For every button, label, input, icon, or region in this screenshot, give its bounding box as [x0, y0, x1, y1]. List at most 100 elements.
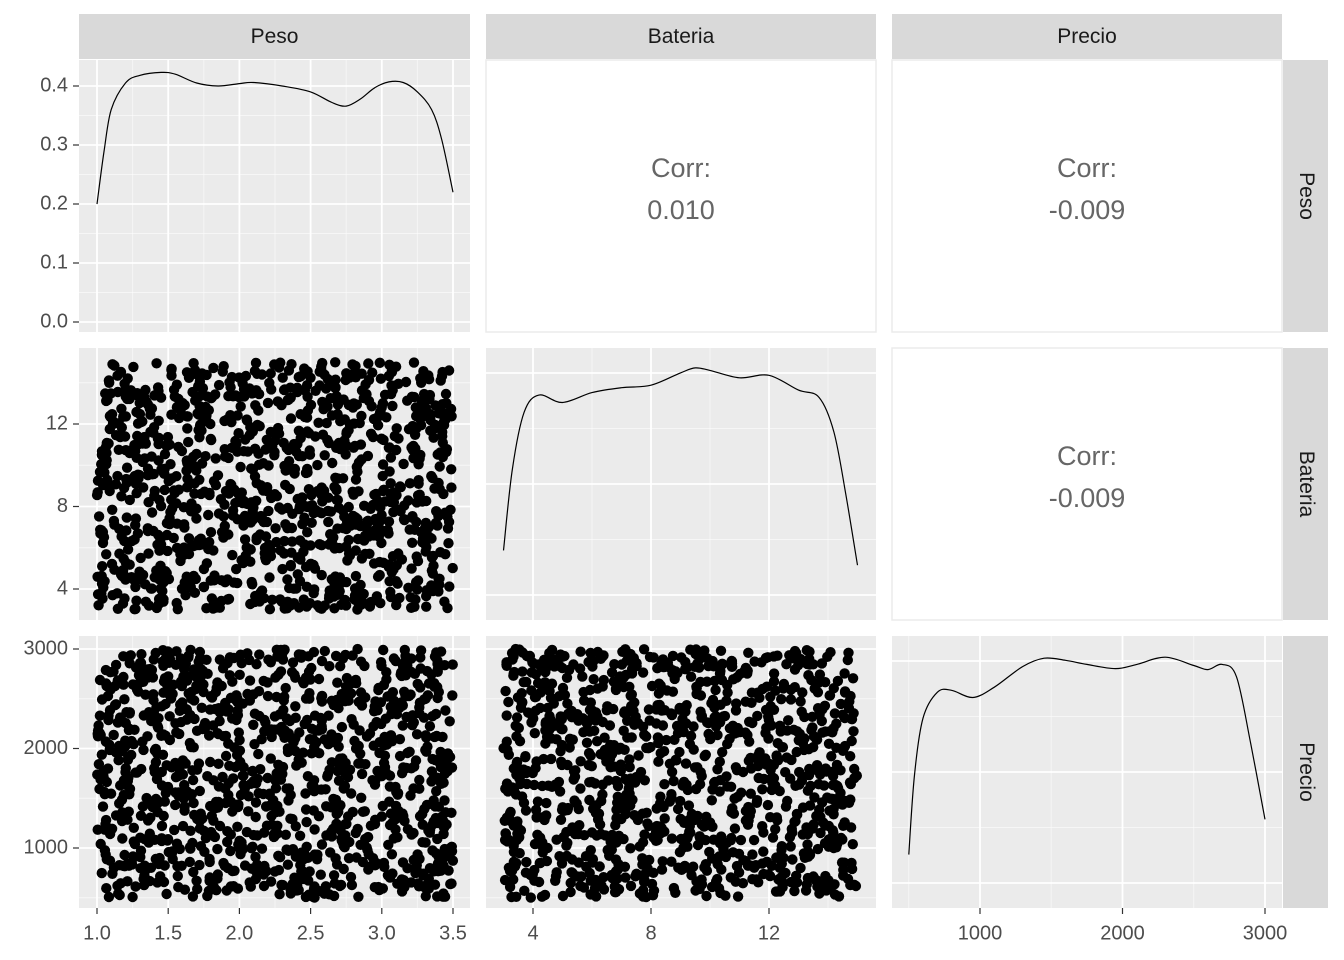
- scatter-point: [146, 507, 158, 518]
- corr-value: -0.009: [1049, 195, 1126, 225]
- scatter-point: [433, 801, 444, 812]
- scatter-point: [540, 738, 551, 749]
- scatter-point: [203, 885, 215, 897]
- scatter-point: [776, 858, 787, 869]
- scatter-point: [284, 393, 295, 404]
- corr-panel-bg: [891, 59, 1283, 333]
- scatter-point: [672, 667, 683, 679]
- scatter-point: [325, 393, 336, 404]
- scatter-point: [149, 763, 160, 774]
- scatter-point: [414, 774, 425, 786]
- scatter-point: [629, 697, 640, 708]
- scatter-point: [431, 506, 442, 517]
- scatter-point: [339, 414, 350, 425]
- scatter-point: [515, 777, 526, 789]
- scatter-point: [265, 753, 276, 764]
- scatter-point: [343, 853, 355, 864]
- scatter-point: [231, 714, 242, 726]
- scatter-point: [387, 551, 399, 562]
- scatter-point: [500, 685, 511, 697]
- corr-label: Corr:: [651, 153, 711, 183]
- scatter-point: [245, 544, 256, 555]
- scatter-point: [203, 730, 215, 741]
- scatter-point: [251, 385, 262, 396]
- scatter-point: [204, 704, 216, 715]
- scatter-point: [179, 399, 190, 411]
- scatter-point: [412, 490, 424, 501]
- scatter-point: [236, 555, 247, 566]
- scatter-point: [213, 781, 225, 792]
- scatter-point: [838, 820, 849, 831]
- scatter-point: [301, 841, 312, 852]
- scatter-point: [797, 829, 808, 840]
- scatter-point: [192, 883, 203, 895]
- scatter-point: [189, 809, 200, 821]
- scatter-point: [399, 514, 410, 526]
- scatter-point: [319, 369, 330, 380]
- scatter-point: [510, 817, 521, 828]
- scatter-point: [181, 465, 192, 476]
- scatter-point: [159, 796, 170, 807]
- scatter-point: [394, 734, 406, 745]
- scatter-point: [763, 733, 774, 744]
- scatter-point: [428, 432, 439, 443]
- scatter-point: [824, 805, 835, 816]
- scatter-point: [121, 512, 132, 523]
- scatter-point: [415, 645, 427, 656]
- scatter-point: [316, 655, 328, 667]
- scatter-point: [213, 508, 225, 519]
- scatter-point: [716, 837, 727, 849]
- scatter-point: [94, 466, 106, 478]
- scatter-point: [544, 647, 555, 659]
- scatter-point: [350, 519, 361, 530]
- scatter-point: [191, 539, 202, 551]
- scatter-point: [498, 743, 509, 754]
- scatter-point: [362, 831, 374, 843]
- scatter-point: [128, 822, 139, 833]
- scatter-point: [385, 388, 397, 400]
- scatter-point: [119, 694, 130, 705]
- scatter-point: [232, 577, 243, 589]
- scatter-point: [638, 644, 650, 655]
- scatter-point: [180, 590, 191, 601]
- scatter-point: [396, 667, 407, 678]
- scatter-point: [322, 769, 334, 780]
- scatter-point: [308, 887, 319, 898]
- scatter-point: [420, 402, 431, 414]
- scatter-point: [832, 780, 843, 792]
- scatter-point: [730, 705, 742, 716]
- scatter-point: [119, 431, 131, 442]
- scatter-point: [268, 829, 279, 840]
- density-line-precio: [908, 656, 1266, 855]
- scatter-point: [247, 765, 258, 777]
- scatter-point: [396, 554, 408, 565]
- scatter-point: [666, 766, 678, 778]
- scatter-point: [836, 857, 848, 868]
- scatter-point: [625, 880, 637, 892]
- scatter-point: [398, 458, 409, 470]
- scatter-point: [421, 601, 432, 612]
- scatter-point: [127, 891, 138, 903]
- scatter-point: [375, 373, 387, 384]
- scatter-point: [166, 494, 177, 505]
- scatter-point: [132, 439, 143, 451]
- scatter-point: [818, 780, 830, 791]
- scatter-point: [148, 427, 159, 438]
- x-tick-label: 1000: [958, 922, 1003, 944]
- scatter-point: [122, 544, 134, 555]
- scatter-point: [356, 768, 368, 780]
- scatter-point: [592, 646, 603, 658]
- scatter-point: [224, 760, 235, 771]
- scatter-point: [306, 723, 318, 734]
- scatter-point: [815, 827, 826, 839]
- scatter-point: [374, 357, 385, 368]
- scatter-point: [173, 484, 184, 495]
- scatter-point: [575, 646, 586, 657]
- scatter-point: [266, 384, 277, 395]
- scatter-point: [683, 800, 695, 811]
- scatter-point: [160, 788, 171, 799]
- panel-bateria-peso: [79, 348, 470, 620]
- scatter-point: [226, 371, 238, 383]
- scatter-point: [166, 762, 177, 773]
- panel-peso-peso: [79, 60, 470, 332]
